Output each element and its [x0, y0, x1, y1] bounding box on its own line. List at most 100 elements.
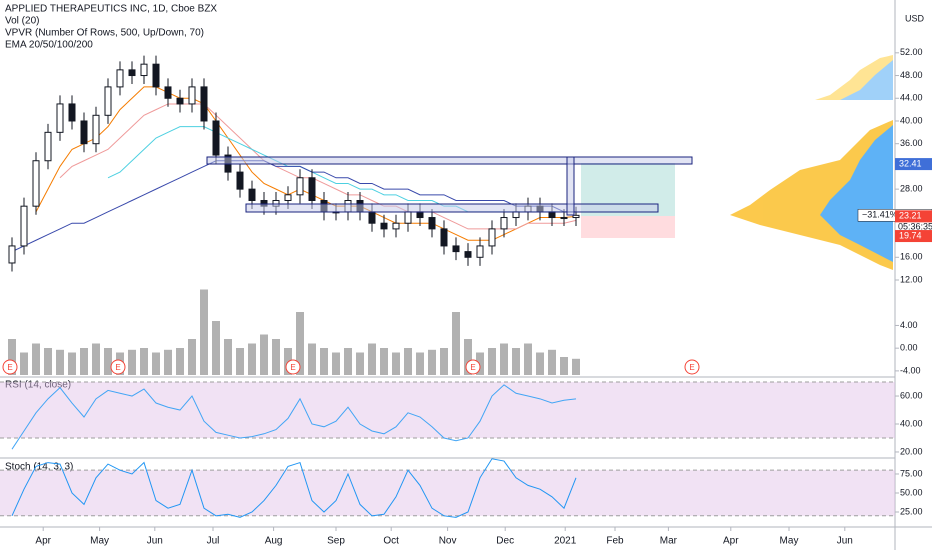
price-tag-label: 19.74 — [899, 230, 922, 240]
volume-bar — [212, 321, 220, 375]
price-tag — [895, 230, 932, 243]
volume-bar — [356, 352, 364, 375]
candle-body — [548, 211, 556, 219]
candle-body — [428, 217, 436, 230]
volume-bar — [572, 358, 580, 375]
band — [0, 470, 895, 516]
x-tick-label: Jul — [207, 536, 220, 547]
volume-bar — [272, 339, 280, 375]
earnings-icon[interactable] — [465, 359, 481, 375]
y-tick-label: 0.00 — [900, 343, 918, 353]
y-tick-label: 36.00 — [900, 138, 923, 148]
price-tag-label: 32.41 — [899, 158, 922, 168]
candle-body — [464, 251, 472, 258]
candle-body — [308, 177, 316, 201]
candle-body — [200, 86, 208, 122]
indicator-label: Vol (20) — [5, 16, 39, 27]
volume-bar — [320, 348, 328, 375]
volume-bar — [56, 349, 64, 375]
earnings-icon[interactable] — [110, 359, 126, 375]
y-tick-label: 40.00 — [900, 418, 923, 428]
earnings-icon[interactable] — [285, 359, 301, 375]
y-tick-label: 28.00 — [900, 184, 923, 194]
y-tick-label: 20.00 — [900, 446, 923, 456]
x-tick-label: Dec — [496, 536, 514, 547]
vp-upper-blue — [800, 60, 893, 100]
candle-body — [392, 222, 400, 230]
candle-body — [212, 120, 220, 156]
candle-body — [152, 63, 160, 88]
candle-body — [500, 217, 508, 230]
y-tick-label: -4.00 — [900, 365, 921, 375]
candle-body — [452, 245, 460, 253]
band — [0, 382, 895, 438]
volume-bar — [164, 349, 172, 375]
support-box — [245, 203, 659, 213]
y-tick-label: 60.00 — [900, 390, 923, 400]
earnings-icon[interactable] — [2, 359, 18, 375]
x-tick-label: May — [780, 536, 799, 547]
volume-bar — [500, 343, 508, 375]
candle-body — [56, 103, 64, 133]
candle-body — [188, 86, 196, 105]
candle-body — [140, 63, 148, 77]
volume-bar — [524, 343, 532, 375]
y-tick-label: 25.00 — [900, 506, 923, 516]
volume-bar — [428, 349, 436, 375]
candle-body — [440, 228, 448, 247]
volume-bar — [308, 343, 316, 375]
measure-box — [566, 156, 575, 216]
volume-profile — [730, 55, 893, 270]
volume-bar — [188, 339, 196, 375]
x-tick-label: Apr — [35, 536, 51, 547]
volume-bar — [536, 352, 544, 375]
candle-body — [416, 211, 424, 219]
volume-bar — [344, 348, 352, 375]
candle-body — [512, 211, 520, 219]
candle-body — [20, 205, 28, 247]
volume-bar — [32, 343, 40, 375]
candle-body — [380, 222, 388, 230]
ema-line — [11, 160, 576, 253]
earnings-icon[interactable] — [684, 359, 700, 375]
stoch-title: Stoch (14, 3, 3) — [5, 462, 73, 473]
candle-body — [92, 114, 100, 145]
y-tick-label: 40.00 — [900, 115, 923, 125]
chart-title: APPLIED THERAPEUTICS INC, 1D, Cboe BZX — [5, 4, 217, 15]
volume-bar — [440, 348, 448, 375]
volume-bar — [20, 352, 28, 375]
candle-body — [164, 86, 172, 99]
y-tick-label: 16.00 — [900, 252, 923, 262]
y-tick-label: 44.00 — [900, 93, 923, 103]
x-tick-label: Aug — [265, 536, 283, 547]
price-tag — [895, 158, 932, 171]
volume-bar — [476, 352, 484, 375]
volume-bar — [104, 348, 112, 375]
volume-bar — [68, 352, 76, 375]
vp-lower-blue — [820, 125, 893, 262]
x-tick-label: Oct — [383, 536, 399, 547]
x-tick-label: Nov — [439, 536, 457, 547]
earnings-text: E — [7, 363, 12, 372]
x-tick-label: Jun — [837, 536, 853, 547]
earnings-markers: E E E E E — [2, 359, 700, 375]
volume-bar — [248, 343, 256, 375]
y-tick-label: 12.00 — [900, 274, 923, 284]
x-tick-label: 2021 — [554, 536, 577, 547]
volume-bar — [128, 349, 136, 375]
candle-body — [128, 69, 136, 77]
candle-body — [116, 69, 124, 88]
volume-bar — [152, 352, 160, 375]
x-tick-label: Mar — [660, 536, 678, 547]
volume-bar — [176, 348, 184, 375]
volume — [8, 289, 580, 375]
candle-body — [104, 86, 112, 116]
price-tag-label: 23.21 — [899, 211, 922, 221]
candle-body — [404, 211, 412, 224]
candle-body — [560, 217, 568, 220]
volume-bar — [560, 357, 568, 375]
candle-body — [236, 171, 244, 190]
candle-body — [8, 245, 16, 264]
